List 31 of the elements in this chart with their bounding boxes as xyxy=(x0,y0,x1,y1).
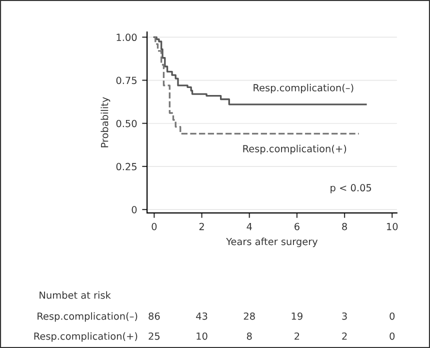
text: 2 xyxy=(294,332,300,340)
text: 2 xyxy=(342,332,347,340)
text: 8 xyxy=(246,332,252,340)
text: Resp.complication(+) xyxy=(34,332,138,342)
text: 19 xyxy=(292,312,302,320)
x-tick-label: 4 xyxy=(246,222,252,230)
text: 0 xyxy=(390,332,395,340)
text: 25 xyxy=(148,332,160,340)
series-label: Resp.complication(–) xyxy=(254,84,354,94)
text: 86 xyxy=(148,312,160,320)
x-tick-label: 6 xyxy=(294,222,300,230)
x-tick-label: 0 xyxy=(152,222,157,230)
text: 10 xyxy=(196,332,208,340)
text: 28 xyxy=(244,312,255,320)
y-tick-label: 0.75 xyxy=(116,76,136,84)
text: Resp.complication(–) xyxy=(38,312,138,322)
series-label: Resp.complication(+) xyxy=(243,144,346,154)
x-tick-label: 2 xyxy=(199,222,204,230)
x-tick-label: 8 xyxy=(342,222,347,230)
y-axis-title: Probability xyxy=(100,97,110,148)
y-tick-label: 0 xyxy=(132,206,137,214)
text: 0 xyxy=(390,312,395,320)
y-tick-label: 0.50 xyxy=(116,120,137,128)
y-tick-label: 1.00 xyxy=(116,34,137,42)
text: Numbet at risk xyxy=(40,291,111,299)
x-tick-label: 10 xyxy=(387,222,398,230)
text: 43 xyxy=(196,312,208,320)
annotation: p < 0.05 xyxy=(330,184,372,194)
y-tick-label: 0.25 xyxy=(116,162,136,170)
x-axis-title: Years after surgery xyxy=(226,238,318,248)
text: 3 xyxy=(342,312,347,320)
